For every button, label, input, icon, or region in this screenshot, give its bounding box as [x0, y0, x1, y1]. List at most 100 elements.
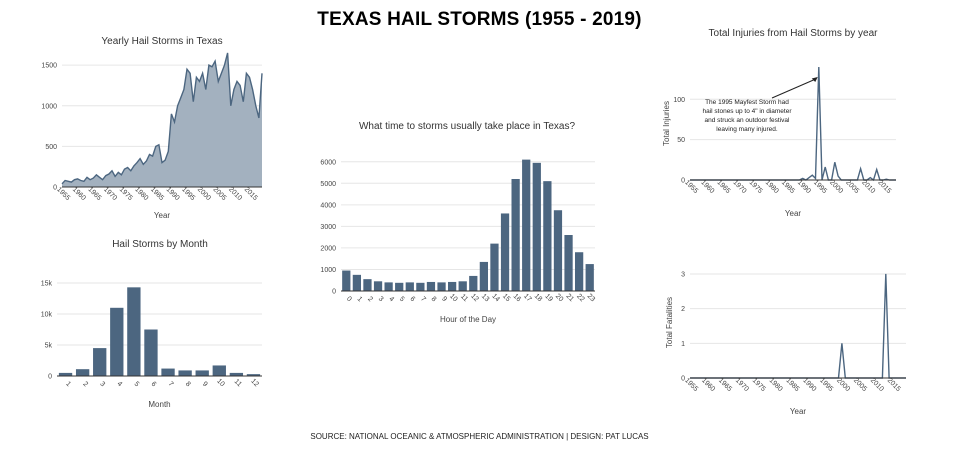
x-tick-label: 7 — [167, 381, 175, 389]
bar — [93, 348, 107, 376]
x-tick-label: 5 — [398, 296, 406, 304]
bar — [229, 372, 244, 376]
x-tick-label: 1955 — [683, 377, 699, 393]
y-tick-label: 500 — [45, 144, 57, 151]
y-tick-label: 1000 — [320, 267, 336, 274]
x-tick-label: 9 — [440, 296, 448, 304]
annotation-arrow — [771, 78, 816, 99]
x-tick-label: 7 — [419, 296, 427, 304]
series-line — [61, 52, 263, 185]
y-tick-label: 1500 — [41, 63, 57, 70]
y-axis-label: Total Injuries — [662, 101, 671, 146]
bar — [426, 281, 436, 291]
bar — [437, 282, 446, 291]
y-tick-label: 0 — [48, 374, 52, 381]
x-tick-label: 17 — [522, 293, 533, 304]
x-tick-label: 22 — [575, 293, 586, 304]
bar — [522, 159, 531, 291]
x-axis-label: Month — [148, 400, 170, 409]
x-tick-label: 11 — [459, 293, 469, 303]
bar — [342, 270, 351, 291]
y-axis-label: Total Fatalities — [665, 297, 674, 348]
x-tick-label: 1965 — [717, 377, 733, 393]
annotation-text: hail stones up to 4" in diameter — [702, 108, 792, 115]
bar — [479, 261, 489, 291]
bar — [469, 275, 478, 291]
y-tick-label: 100 — [673, 97, 685, 104]
bar — [246, 374, 261, 376]
x-tick-label: 20 — [554, 293, 565, 304]
x-tick-label: 10 — [215, 378, 226, 389]
x-tick-label: 13 — [480, 293, 491, 304]
x-tick-label: 1980 — [768, 377, 784, 393]
x-tick-label: 0 — [345, 296, 353, 304]
y-tick-label: 3 — [681, 271, 685, 278]
y-tick-label: 0 — [681, 376, 685, 383]
x-tick-label: 2 — [81, 381, 89, 389]
bar — [178, 370, 192, 376]
bar — [373, 281, 383, 291]
x-tick-label: 3 — [98, 381, 106, 389]
chart-title: Yearly Hail Storms in Texas — [101, 36, 222, 47]
bar — [511, 179, 520, 291]
x-tick-label: 14 — [490, 293, 501, 304]
x-tick-label: 1990 — [801, 377, 817, 393]
x-axis-label: Hour of the Day — [440, 315, 496, 324]
x-tick-label: 6 — [150, 381, 158, 389]
x-tick-label: 23 — [586, 293, 597, 304]
x-tick-label: 6 — [408, 296, 416, 304]
y-tick-label: 15k — [41, 281, 53, 288]
y-tick-label: 0 — [332, 289, 336, 296]
annotation-arrowhead — [811, 77, 818, 82]
x-tick-label: 4 — [387, 296, 395, 304]
annotation-text: leaving many injured. — [716, 126, 778, 133]
bar — [564, 235, 573, 291]
x-axis-label: Year — [154, 211, 171, 220]
x-tick-label: 15 — [501, 293, 512, 304]
bar — [127, 287, 141, 376]
dashboard-title: TEXAS HAIL STORMS (1955 - 2019) — [317, 9, 642, 30]
bar — [585, 264, 594, 291]
x-tick-label: 9 — [201, 381, 209, 389]
x-tick-label: 1 — [64, 381, 72, 389]
x-tick-label: 2005 — [852, 377, 868, 393]
x-tick-label: 1975 — [751, 377, 767, 393]
chart-title: Hail Storms by Month — [112, 239, 208, 250]
bar — [58, 372, 73, 376]
y-tick-label: 6000 — [320, 159, 336, 166]
bar — [161, 368, 175, 376]
x-tick-label: 11 — [233, 378, 243, 388]
bar — [405, 282, 414, 291]
x-tick-label: 1985 — [784, 377, 800, 393]
x-tick-label: 10 — [448, 293, 459, 304]
x-tick-label: 8 — [430, 296, 438, 304]
bar — [195, 370, 209, 376]
chart-title: What time to storms usually take place i… — [359, 121, 575, 132]
y-tick-label: 50 — [677, 137, 685, 144]
x-axis-label: Year — [790, 407, 807, 416]
series-line — [690, 273, 906, 379]
bar — [553, 210, 563, 291]
x-tick-label: 18 — [533, 293, 544, 304]
x-tick-label: 19 — [543, 293, 554, 304]
x-tick-label: 4 — [115, 381, 123, 389]
bar — [384, 282, 393, 291]
bar — [458, 281, 467, 291]
y-tick-label: 0 — [681, 178, 685, 185]
bar — [144, 329, 158, 376]
source-credit: SOURCE: NATIONAL OCEANIC & ATMOSPHERIC A… — [310, 432, 649, 441]
x-tick-label: 12 — [469, 293, 480, 304]
bar — [500, 213, 510, 291]
bar — [490, 243, 499, 291]
x-tick-label: 2010 — [869, 377, 885, 393]
bar — [574, 252, 584, 291]
y-tick-label: 2 — [681, 306, 685, 313]
x-axis-label: Year — [785, 209, 802, 218]
x-tick-label: 1960 — [700, 377, 716, 393]
bar — [532, 162, 541, 291]
bar — [110, 307, 124, 376]
y-tick-label: 2000 — [320, 245, 336, 252]
x-tick-label: 16 — [512, 293, 523, 304]
y-tick-label: 5k — [45, 343, 53, 350]
